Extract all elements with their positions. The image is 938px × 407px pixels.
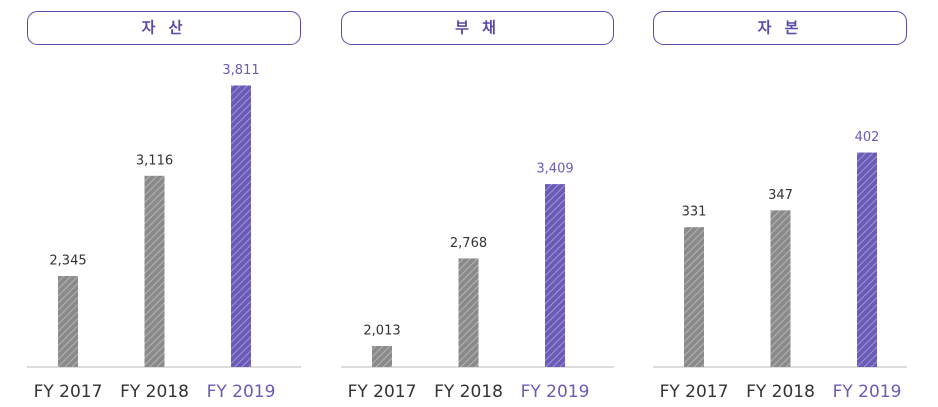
x-tick-label: FY 2017: [660, 382, 729, 402]
bar: [144, 175, 165, 367]
bar: [770, 210, 791, 367]
x-tick-label: FY 2019: [833, 382, 902, 402]
value-label: 347: [768, 188, 793, 203]
title-pill: [27, 11, 301, 45]
x-tick-label: FY 2017: [348, 382, 417, 402]
bar: [231, 85, 251, 367]
bar: [458, 258, 479, 367]
title-pill: [341, 11, 614, 45]
chart-title: 부 채: [455, 19, 500, 37]
value-label: 3,116: [136, 153, 173, 168]
chart-title: 자 본: [758, 19, 803, 37]
x-tick-label: FY 2019: [521, 382, 590, 402]
value-label: 402: [855, 130, 880, 145]
bar: [58, 276, 78, 367]
x-tick-label: FY 2018: [120, 382, 189, 402]
value-label: 331: [682, 205, 707, 220]
x-tick-label: FY 2018: [746, 382, 815, 402]
value-label: 3,409: [536, 162, 573, 177]
bar: [857, 152, 877, 367]
value-label: 2,768: [450, 236, 487, 251]
bar: [684, 227, 704, 367]
x-tick-label: FY 2017: [34, 382, 103, 402]
value-label: 2,013: [363, 324, 400, 339]
bar: [372, 346, 392, 367]
value-label: 3,811: [222, 63, 259, 78]
value-label: 2,345: [49, 254, 86, 269]
x-tick-label: FY 2018: [434, 382, 503, 402]
bar: [545, 184, 565, 367]
title-pill: [653, 11, 907, 45]
x-tick-label: FY 2019: [207, 382, 276, 402]
chart-title: 자 산: [142, 19, 187, 37]
